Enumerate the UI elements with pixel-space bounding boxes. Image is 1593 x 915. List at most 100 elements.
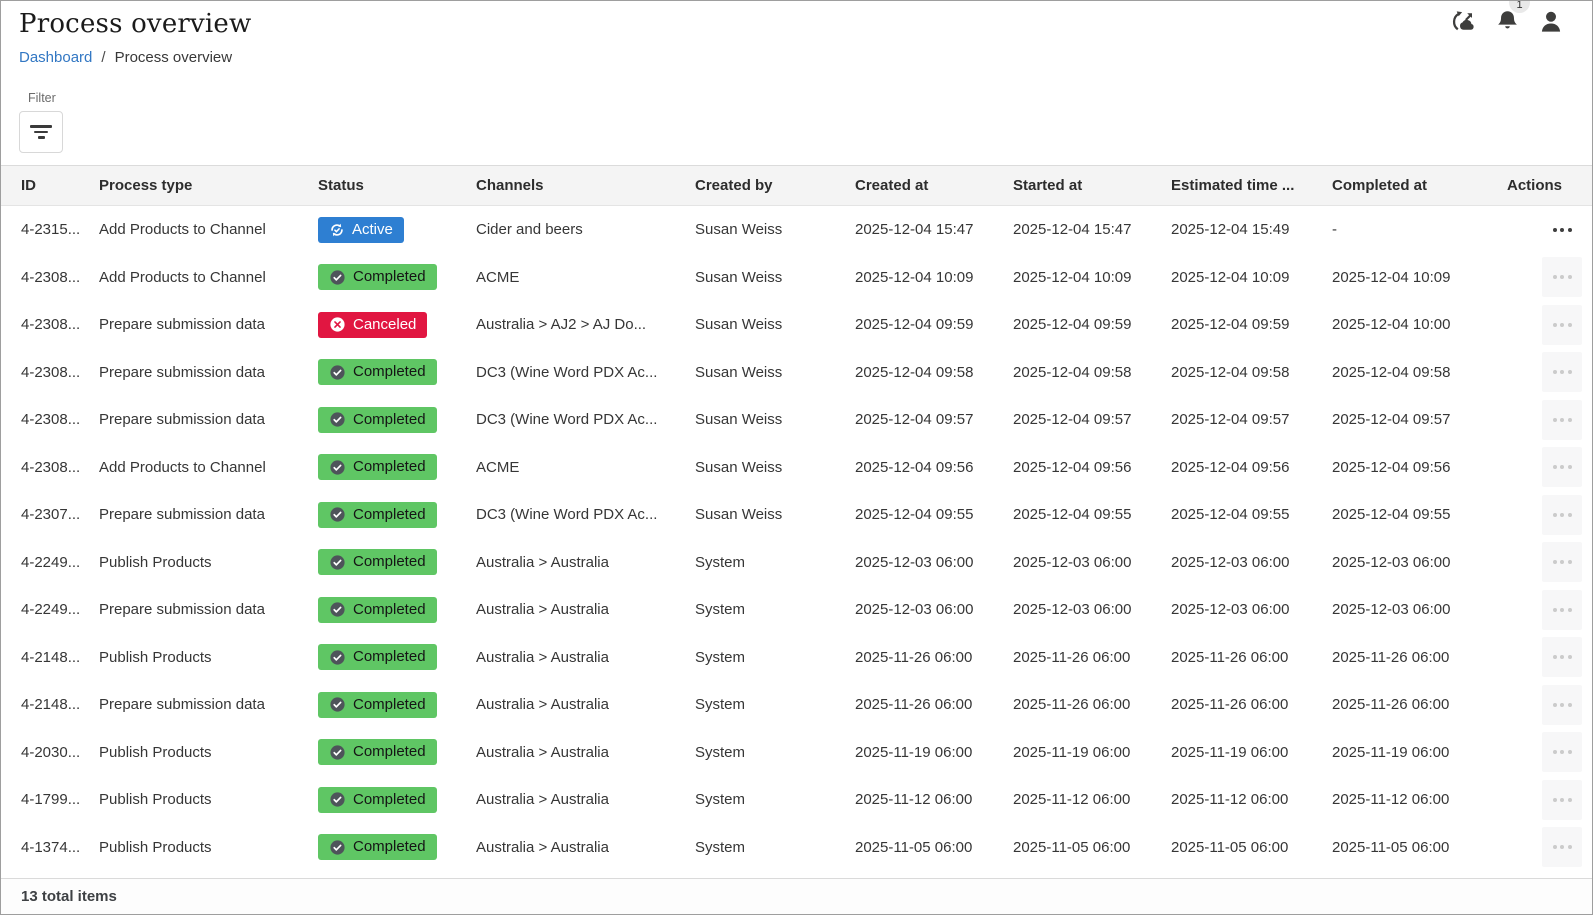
ellipsis-icon (1552, 750, 1572, 755)
ellipsis-icon (1552, 512, 1572, 517)
cell-completed-at: 2025-11-26 06:00 (1332, 648, 1450, 666)
ellipsis-icon (1552, 275, 1572, 280)
cell-created-by: Susan Weiss (695, 458, 783, 476)
breadcrumb-separator: / (101, 49, 106, 66)
breadcrumb-dashboard-link[interactable]: Dashboard (19, 49, 93, 66)
page-title: Process overview (19, 9, 252, 39)
row-actions-menu-button (1542, 399, 1582, 440)
cell-created-by: Susan Weiss (695, 411, 783, 429)
status-badge-label: Completed (353, 648, 426, 666)
cell-started-at: 2025-12-03 06:00 (1013, 601, 1132, 619)
ellipsis-icon (1552, 797, 1572, 802)
table-row: 4-2148... Prepare submission data Comple… (1, 681, 1592, 729)
cell-status: Completed (318, 644, 476, 671)
cell-started-at: 2025-11-26 06:00 (1013, 696, 1131, 714)
ellipsis-icon (1552, 370, 1572, 375)
cell-started-at: 2025-11-05 06:00 (1013, 838, 1131, 856)
cell-actions (1485, 589, 1592, 630)
cell-estimated-time: 2025-12-04 09:57 (1171, 411, 1290, 429)
column-header-completed-at: Completed at (1332, 177, 1428, 194)
cell-completed-at: 2025-12-04 09:58 (1332, 363, 1451, 381)
completed-check-icon (329, 744, 346, 761)
cell-id: 4-2308... (21, 411, 81, 429)
cell-estimated-time: 2025-12-03 06:00 (1171, 601, 1290, 619)
cell-created-by: System (695, 648, 746, 666)
ellipsis-icon (1552, 655, 1572, 660)
row-actions-menu-button (1542, 494, 1582, 535)
status-badge-label: Completed (353, 268, 426, 286)
status-badge-label: Completed (353, 458, 426, 476)
account-user-icon[interactable] (1538, 7, 1564, 35)
cell-channels: Australia > Australia (476, 696, 609, 714)
cell-actions (1485, 827, 1592, 868)
total-items-label: 13 total items (21, 888, 117, 905)
cell-actions (1485, 494, 1592, 535)
cell-actions (1485, 257, 1592, 298)
completed-check-icon (329, 791, 346, 808)
cell-channels: Australia > Australia (476, 553, 609, 571)
cell-channels: DC3 (Wine Word PDX Ac... (476, 363, 658, 381)
cell-id: 4-2308... (21, 458, 81, 476)
cell-estimated-time: 2025-11-26 06:00 (1171, 696, 1289, 714)
cell-id: 4-2307... (21, 506, 81, 524)
table-row: 4-2308... Add Products to Channel Comple… (1, 443, 1592, 491)
cell-process-type: Prepare submission data (99, 506, 265, 524)
cell-estimated-time: 2025-11-26 06:00 (1171, 648, 1289, 666)
table-row: 4-2148... Publish Products Completed Aus… (1, 633, 1592, 681)
cell-channels: Australia > Australia (476, 838, 609, 856)
cell-process-type: Publish Products (99, 553, 212, 571)
ellipsis-icon (1552, 845, 1572, 850)
completed-check-icon (329, 601, 346, 618)
cell-status: Completed (318, 406, 476, 433)
cell-completed-at: 2025-11-05 06:00 (1332, 838, 1450, 856)
cell-created-at: 2025-11-19 06:00 (855, 743, 973, 761)
completed-check-icon (329, 364, 346, 381)
row-actions-menu-button (1542, 304, 1582, 345)
row-actions-menu-button (1542, 447, 1582, 488)
cell-completed-at: 2025-12-03 06:00 (1332, 601, 1451, 619)
table-row: 4-2307... Prepare submission data Comple… (1, 491, 1592, 539)
cell-status: Completed (318, 359, 476, 386)
cell-created-by: Susan Weiss (695, 506, 783, 524)
status-badge: Completed (318, 691, 437, 718)
breadcrumb-current: Process overview (114, 49, 233, 66)
status-badge-label: Completed (353, 410, 426, 428)
row-actions-menu-button (1542, 637, 1582, 678)
cell-started-at: 2025-12-04 15:47 (1013, 221, 1132, 239)
cell-process-type: Add Products to Channel (99, 268, 266, 286)
status-badge: Completed (318, 454, 437, 481)
cell-channels: DC3 (Wine Word PDX Ac... (476, 506, 658, 524)
row-actions-menu-button (1542, 732, 1582, 773)
cell-completed-at: 2025-11-12 06:00 (1332, 791, 1450, 809)
cell-process-type: Prepare submission data (99, 601, 265, 619)
cell-channels: Australia > Australia (476, 791, 609, 809)
notifications-bell-icon[interactable]: 1 (1494, 1, 1530, 35)
completed-check-icon (329, 554, 346, 571)
cell-estimated-time: 2025-12-04 09:58 (1171, 363, 1290, 381)
cell-estimated-time: 2025-12-04 09:56 (1171, 458, 1290, 476)
cell-status: Completed (318, 264, 476, 291)
breadcrumb: Dashboard / Process overview (19, 49, 232, 66)
cell-estimated-time: 2025-12-04 09:59 (1171, 316, 1290, 334)
cell-status: Completed (318, 501, 476, 528)
cell-started-at: 2025-12-04 09:56 (1013, 458, 1132, 476)
cell-actions (1485, 210, 1592, 250)
sync-processes-icon[interactable] (1450, 7, 1476, 35)
cell-status: Completed (318, 549, 476, 576)
cell-created-at: 2025-12-03 06:00 (855, 553, 974, 571)
cell-created-at: 2025-12-03 06:00 (855, 601, 974, 619)
cell-estimated-time: 2025-12-03 06:00 (1171, 553, 1290, 571)
table-row: 4-2249... Prepare submission data Comple… (1, 586, 1592, 634)
cell-estimated-time: 2025-12-04 09:55 (1171, 506, 1290, 524)
column-header-actions: Actions (1506, 177, 1562, 194)
filter-button[interactable] (19, 111, 63, 153)
cell-created-at: 2025-12-04 09:59 (855, 316, 974, 334)
column-header-id: ID (21, 177, 36, 194)
row-actions-menu-button[interactable] (1542, 210, 1582, 250)
table-header-row: ID Process type Status Channels Created … (1, 165, 1592, 206)
active-sync-icon (329, 222, 345, 238)
cell-status: Canceled (318, 311, 476, 338)
cell-actions (1485, 399, 1592, 440)
cell-started-at: 2025-12-04 09:57 (1013, 411, 1132, 429)
cell-completed-at: 2025-12-04 10:00 (1332, 316, 1451, 334)
